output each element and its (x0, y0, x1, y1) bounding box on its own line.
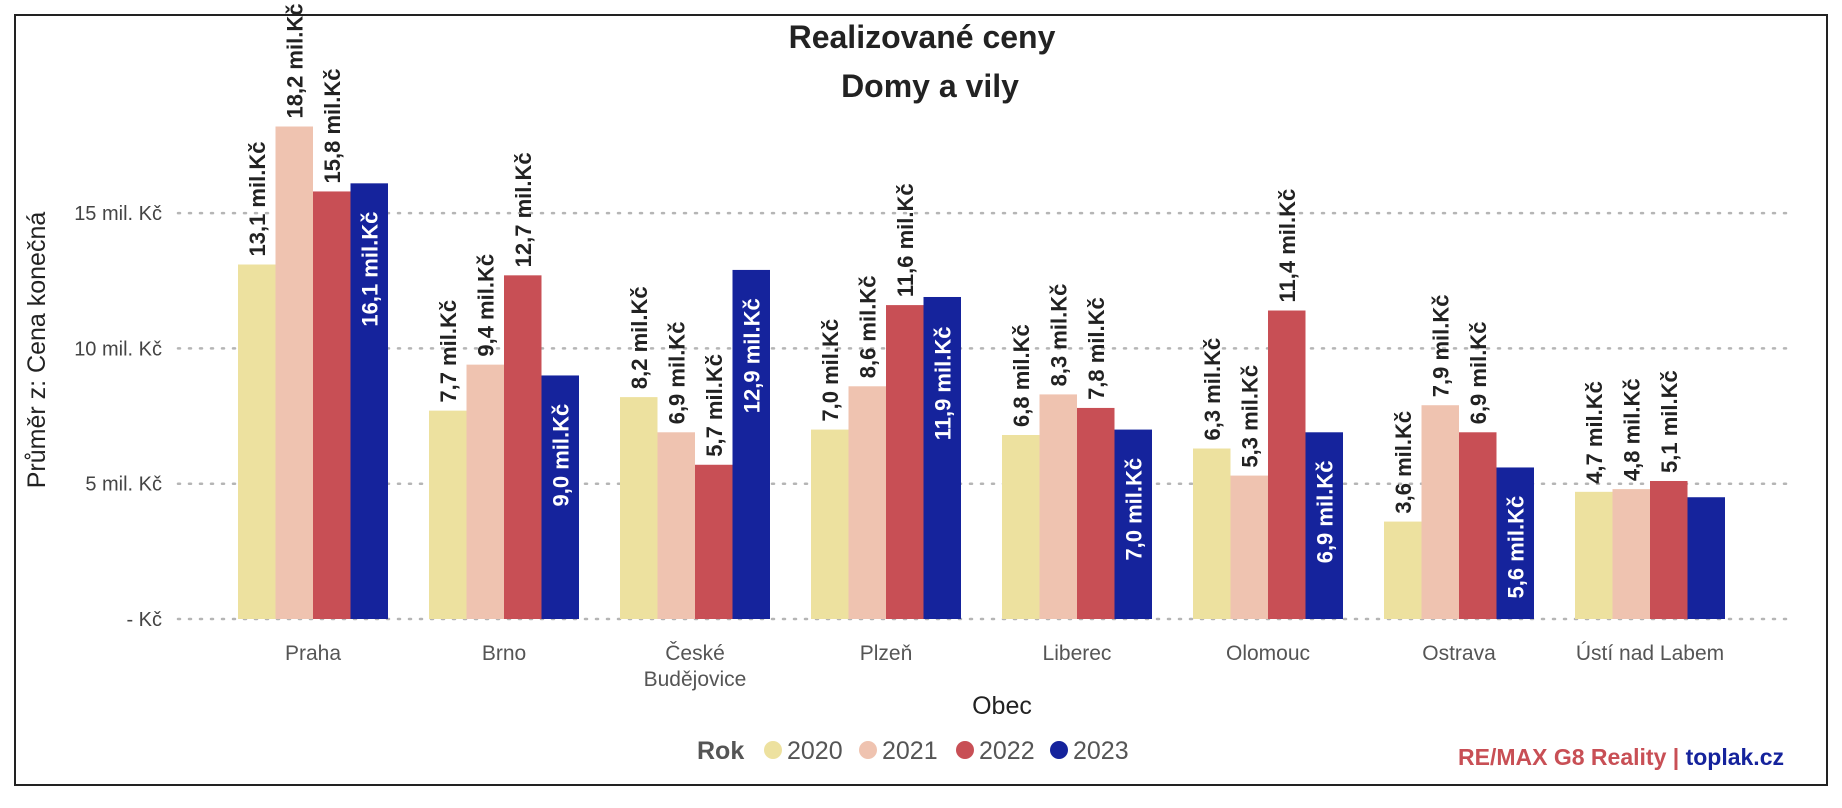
data-label: 6,8 mil.Kč (1009, 324, 1034, 427)
bar-2022 (504, 275, 542, 619)
y-tick-label: 5 mil. Kč (85, 474, 162, 496)
bar-2023 (350, 183, 388, 620)
bar-2022 (1459, 432, 1497, 619)
x-category-label: České Budějovice (644, 642, 747, 691)
data-label: 8,2 mil.Kč (627, 286, 652, 389)
data-label: 8,3 mil.Kč (1046, 284, 1071, 387)
data-label: 6,3 mil.Kč (1200, 338, 1225, 441)
bar-2022 (1650, 480, 1688, 619)
data-label: 12,7 mil.Kč (511, 152, 536, 267)
data-label: 6,9 mil.Kč (664, 322, 689, 425)
bar-2020 (811, 429, 849, 619)
data-label: 11,9 mil.Kč (930, 327, 955, 441)
data-label: 9,0 mil.Kč (548, 404, 573, 507)
data-label: 8,6 mil.Kč (855, 276, 880, 379)
legend-label-2022: 2022 (979, 737, 1035, 765)
bar-2020 (429, 410, 467, 619)
bar-2021 (657, 432, 695, 619)
brand-remax-name: MAX G8 Reality | (1496, 744, 1685, 770)
bar-2023 (1305, 432, 1343, 619)
x-category-label: Plzeň (860, 642, 913, 665)
bar-2021 (466, 364, 504, 619)
data-label: 7,9 mil.Kč (1428, 295, 1453, 398)
data-label: 15,8 mil.Kč (320, 68, 345, 183)
legend-marker-2020 (764, 741, 782, 759)
x-category-label: Praha (285, 642, 341, 665)
bar-2023 (923, 296, 961, 619)
data-label: 11,4 mil.Kč (1275, 189, 1300, 303)
bar-2023 (1114, 429, 1152, 619)
bar-2022 (313, 191, 351, 619)
chart-subtitle: Domy a vily (841, 68, 1019, 104)
gridlines (176, 211, 1794, 621)
data-label: 5,3 mil.Kč (1237, 365, 1262, 468)
y-tick-label: 15 mil. Kč (74, 203, 162, 225)
data-label: 7,8 mil.Kč (1084, 297, 1109, 400)
data-label: 7,0 mil.Kč (1121, 458, 1146, 561)
x-axis-categories: Praha Brno České Budějovice Plzeň Liberec Olom… (285, 642, 1724, 691)
legend: Rok 2020 2021 2022 2023 (697, 737, 1129, 765)
data-label: 6,9 mil.Kč (1312, 461, 1337, 564)
legend-label-2021: 2021 (882, 737, 938, 765)
x-category-label: Olomouc (1226, 642, 1310, 665)
bar-2023 (732, 269, 770, 619)
brand-toplak: toplak.cz (1686, 744, 1784, 770)
x-category-label: Brno (482, 642, 526, 665)
data-label: 6,9 mil.Kč (1466, 322, 1491, 425)
data-label: 12,9 mil.Kč (739, 298, 764, 413)
x-category-label: Liberec (1043, 642, 1112, 665)
data-label: 7,0 mil.Kč (818, 319, 843, 422)
data-label: 18,2 mil.Kč (282, 4, 307, 119)
brand-remax-slash: RE/ (1458, 744, 1497, 770)
data-label: 4,7 mil.Kč (1582, 381, 1607, 484)
data-label: 13,1 mil.Kč (245, 142, 270, 257)
bar-2021 (848, 386, 886, 619)
data-label: 5,7 mil.Kč (702, 354, 727, 457)
bar-2021 (1421, 405, 1459, 619)
chart-title: Realizované ceny (789, 19, 1056, 55)
data-label: 9,4 mil.Kč (473, 254, 498, 357)
bar-2020 (1002, 434, 1040, 619)
bar-2023 (1496, 467, 1534, 619)
legend-label-2020: 2020 (787, 737, 843, 765)
bar-2021 (275, 126, 313, 620)
y-tick-label: 10 mil. Kč (74, 338, 162, 360)
legend-title: Rok (697, 737, 744, 765)
bar-2023 (541, 375, 579, 619)
bar-2021 (1230, 475, 1268, 619)
x-category-label: Ústí nad Labem (1576, 642, 1724, 665)
bar-2023 (1687, 497, 1725, 619)
bar-2021 (1039, 394, 1077, 619)
bar-2022 (695, 464, 733, 619)
legend-marker-2021 (859, 741, 877, 759)
legend-marker-2022 (956, 741, 974, 759)
x-category-label: Ostrava (1422, 642, 1496, 665)
data-label: 11,6 mil.Kč (893, 183, 918, 297)
legend-label-2023: 2023 (1073, 737, 1129, 765)
bar-2022 (1077, 407, 1115, 619)
bar-2020 (620, 397, 658, 619)
data-label: 16,1 mil.Kč (357, 212, 382, 327)
branding: RE/MAX G8 Reality | toplak.cz (1458, 744, 1784, 770)
bar-2020 (1384, 521, 1422, 619)
x-axis-title: Obec (972, 692, 1032, 720)
bar-2020 (238, 264, 276, 619)
data-label: 3,6 mil.Kč (1391, 411, 1416, 514)
bar-2020 (1575, 491, 1613, 619)
bars (238, 126, 1725, 620)
y-tick-label: - Kč (126, 609, 162, 631)
data-label: 7,7 mil.Kč (436, 300, 461, 403)
data-label: 5,6 mil.Kč (1503, 496, 1528, 599)
data-label: 5,1 mil.Kč (1657, 370, 1682, 473)
y-axis-title: Průměr z: Cena konečná (23, 212, 51, 489)
bar-2021 (1612, 489, 1650, 619)
bar-2022 (1268, 310, 1306, 619)
data-labels: 13,1 mil.Kč 7,7 mil.Kč 8,2 mil.Kč 7,0 mil.K… (245, 4, 1682, 599)
data-label: 4,8 mil.Kč (1619, 378, 1644, 481)
y-axis-ticks: - Kč 5 mil. Kč 10 mil. Kč 15 mil. Kč (74, 203, 162, 631)
legend-marker-2023 (1050, 741, 1068, 759)
bar-2022 (886, 305, 924, 619)
bar-2020 (1193, 448, 1231, 619)
